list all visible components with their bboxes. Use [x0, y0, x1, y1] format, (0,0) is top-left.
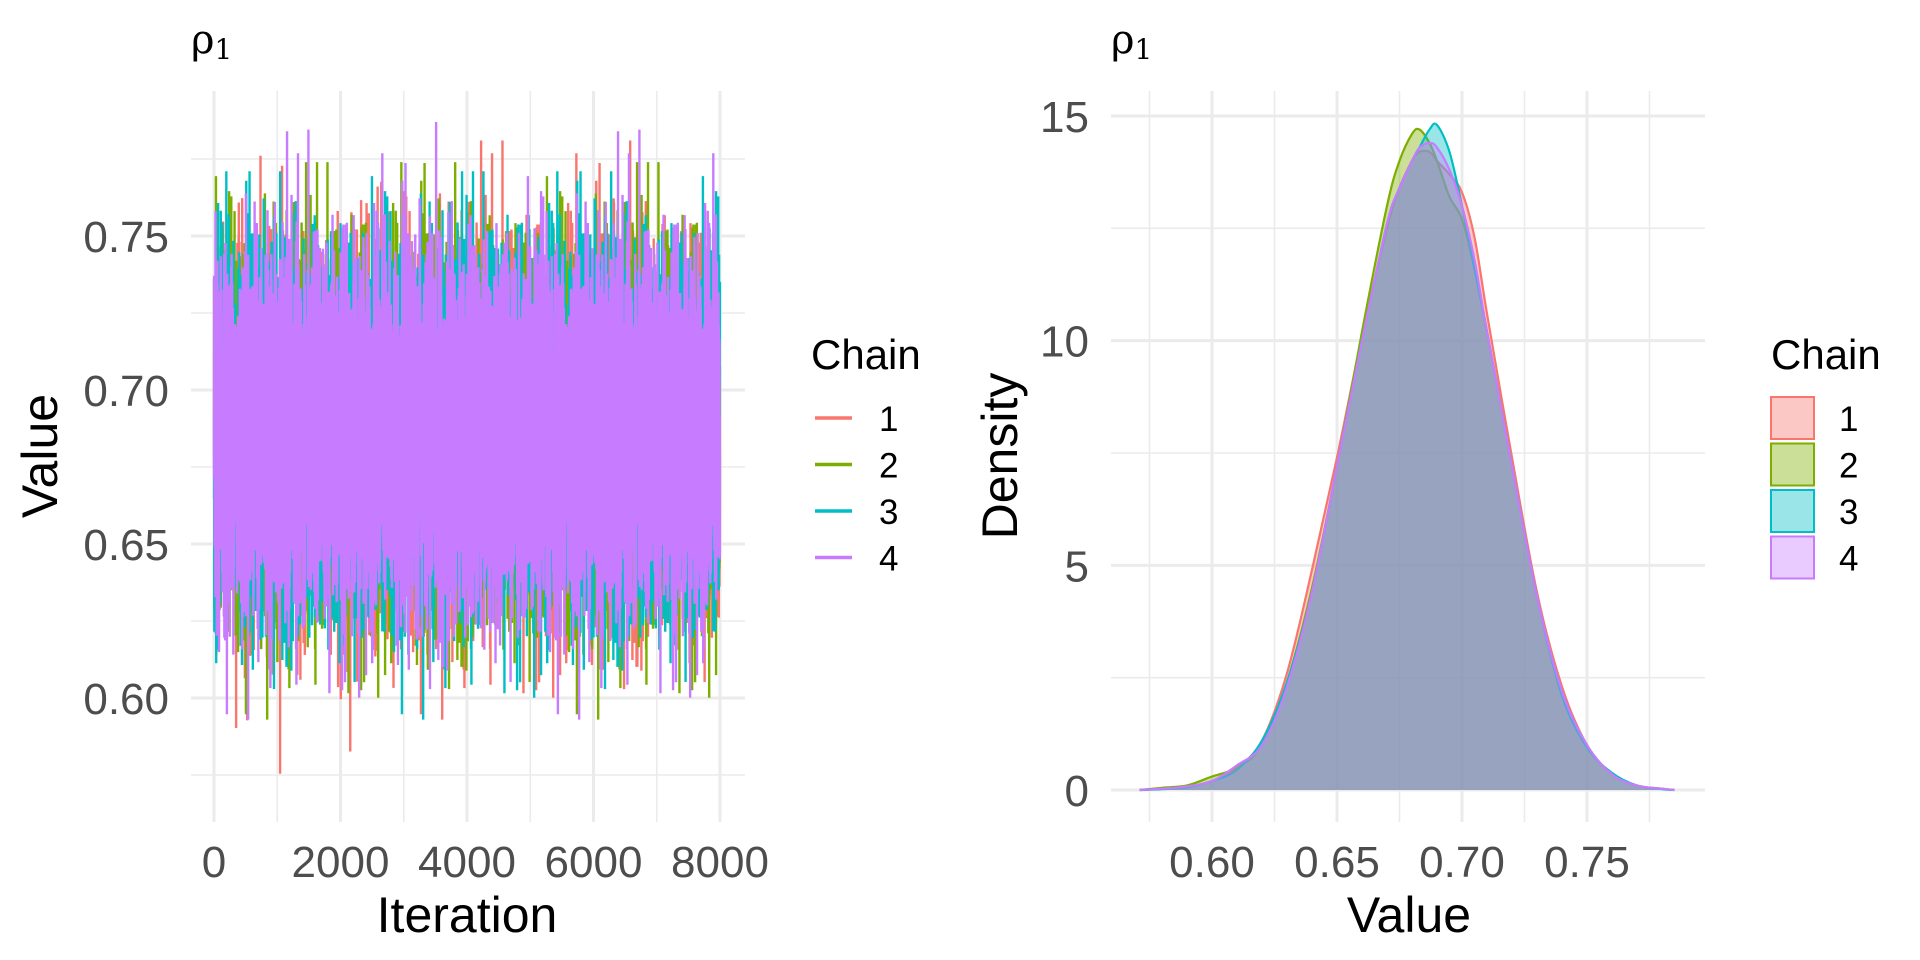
trace-lines: [212, 121, 722, 774]
x-tick-label: 6000: [545, 838, 643, 887]
trace-legend: Chain 1 2 3 4: [811, 331, 921, 579]
legend-label: 4: [879, 540, 898, 579]
legend-label: 3: [1839, 493, 1858, 532]
density-area-chain-1: [1139, 150, 1675, 790]
legend-key-chain-4: [1770, 535, 1815, 580]
x-tick-label: 4000: [418, 838, 516, 887]
y-tick-label: 0.60: [83, 675, 169, 724]
y-tick-label: 0.75: [83, 213, 169, 262]
x-tick-label: 0.65: [1294, 838, 1380, 887]
x-tick-label: 0.60: [1169, 838, 1255, 887]
density-area-chain-4: [1139, 143, 1675, 790]
legend-label: 2: [879, 447, 898, 486]
density-area-chain-3: [1139, 123, 1675, 790]
x-tick-label: 0: [202, 838, 226, 887]
trace-plot: ρ1 0 2000 4000 6000 8000 0.60 0.65 0.70 0.75 Ite…: [12, 17, 921, 943]
trace-y-axis-title: Value: [12, 394, 68, 518]
density-x-axis-title: Value: [1347, 887, 1471, 943]
density-legend: Chain 1 2 3 4: [1770, 331, 1881, 580]
legend-label: 3: [879, 493, 898, 532]
density-grid: [1111, 91, 1705, 822]
y-tick-label: 10: [1040, 318, 1089, 367]
density-line-chain-4: [1139, 141, 1675, 792]
density-title: ρ1: [1111, 17, 1152, 66]
trace-x-axis-title: Iteration: [377, 887, 558, 943]
density-areas: [1139, 122, 1675, 792]
trace-series-chain-4: [212, 121, 722, 720]
legend-label: 1: [879, 400, 898, 439]
legend-title: Chain: [811, 331, 921, 378]
legend-label: 4: [1839, 540, 1858, 579]
density-ticks: 0.60 0.65 0.70 0.75 0 5 10 15: [1040, 93, 1630, 887]
y-tick-label: 15: [1040, 93, 1089, 142]
legend-key-chain-1: [1770, 396, 1815, 440]
trace-ticks: 0 2000 4000 6000 8000 0.60 0.65 0.70 0.75: [83, 213, 769, 887]
legend-key-chain-2: [1770, 442, 1815, 487]
y-tick-label: 0.65: [83, 521, 169, 570]
y-tick-label: 5: [1065, 542, 1089, 591]
legend-label: 1: [1839, 400, 1858, 439]
trace-title: ρ1: [191, 17, 232, 66]
legend-label: 2: [1839, 447, 1858, 486]
legend-title: Chain: [1771, 331, 1881, 378]
density-y-axis-title: Density: [972, 373, 1028, 540]
density-area-chain-2: [1139, 128, 1675, 790]
x-tick-label: 0.70: [1419, 838, 1505, 887]
legend-key-chain-3: [1770, 489, 1815, 533]
x-tick-label: 8000: [671, 838, 769, 887]
y-tick-label: 0: [1065, 767, 1089, 816]
y-tick-label: 0.70: [83, 367, 169, 416]
x-tick-label: 2000: [292, 838, 390, 887]
density-line-chain-3: [1139, 122, 1675, 792]
x-tick-label: 0.75: [1544, 838, 1630, 887]
